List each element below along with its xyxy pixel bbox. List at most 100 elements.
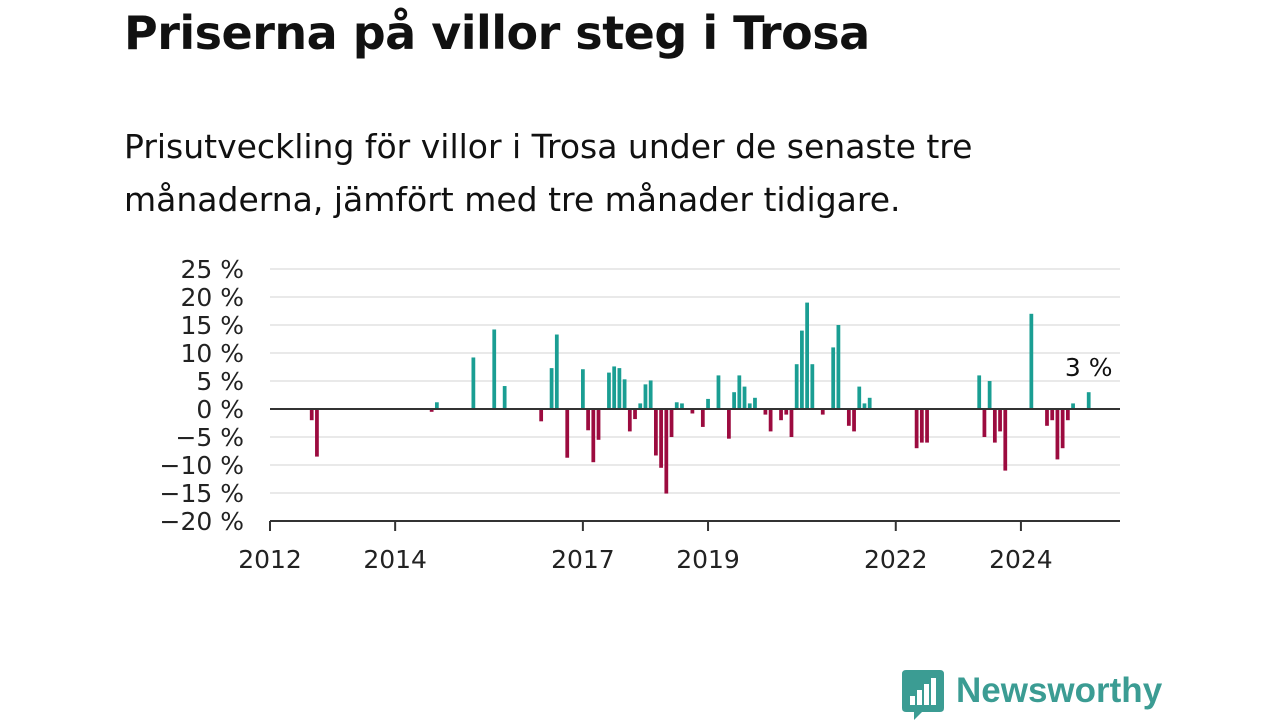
bar	[315, 409, 319, 457]
bar	[591, 409, 596, 463]
y-tick-label: 5 %	[196, 367, 244, 396]
x-tick-label: 2024	[989, 545, 1053, 574]
bar	[309, 409, 314, 421]
bar	[987, 381, 992, 409]
bar	[779, 409, 783, 421]
bar	[690, 409, 695, 414]
bar	[727, 409, 731, 439]
bar	[434, 402, 439, 409]
bar	[846, 409, 851, 426]
bar	[820, 409, 825, 415]
bar	[612, 366, 617, 409]
y-tick-label: 0 %	[196, 395, 244, 424]
y-tick-label: −10 %	[160, 451, 244, 480]
bar	[763, 409, 768, 415]
chart-title: Priserna på villor steg i Trosa	[124, 6, 870, 60]
bar	[1055, 409, 1060, 460]
bar	[622, 379, 627, 409]
bar	[789, 409, 794, 437]
bar	[747, 403, 752, 409]
bar	[674, 402, 679, 409]
y-axis-tick-labels: 25 %20 %15 %10 %5 %0 %−5 %−10 %−15 %−20 …	[160, 255, 244, 536]
bar	[919, 409, 924, 443]
bar	[706, 398, 710, 409]
bar	[794, 364, 799, 409]
annotations: 3 %	[1065, 353, 1113, 382]
bar	[586, 409, 590, 431]
bar	[581, 369, 585, 409]
bar	[669, 409, 674, 437]
bars	[309, 302, 1091, 494]
x-tick-label: 2017	[551, 545, 615, 574]
bar	[565, 409, 570, 458]
bar	[554, 334, 559, 409]
bar	[810, 364, 815, 409]
bar	[1050, 409, 1055, 421]
grid-lines	[270, 268, 1120, 494]
bar	[737, 375, 742, 409]
bar	[643, 384, 648, 409]
bar	[1071, 403, 1075, 409]
newsworthy-logo: Newsworthy	[902, 670, 1162, 720]
bar	[502, 386, 507, 409]
bar	[852, 409, 856, 432]
bar	[617, 368, 622, 409]
bar	[992, 409, 997, 443]
bar	[607, 372, 611, 409]
bar	[648, 380, 653, 409]
bar	[596, 409, 601, 440]
bar	[654, 409, 658, 456]
bar	[753, 397, 757, 409]
bar	[680, 403, 684, 409]
bar	[549, 368, 554, 409]
bar	[471, 357, 476, 409]
bar	[1045, 409, 1049, 426]
bar	[800, 330, 804, 409]
bar	[768, 409, 773, 432]
bar	[732, 392, 736, 409]
y-tick-label: −15 %	[160, 479, 244, 508]
bar	[633, 409, 637, 420]
bar	[784, 409, 789, 415]
y-tick-label: 25 %	[180, 255, 244, 284]
bar	[998, 409, 1002, 432]
x-tick-label: 2019	[676, 545, 740, 574]
bar	[429, 409, 434, 412]
bar	[857, 386, 862, 409]
bar	[982, 409, 987, 437]
y-tick-label: −20 %	[160, 507, 244, 536]
newsworthy-logo-text: Newsworthy	[956, 671, 1163, 710]
latest-value-annotation: 3 %	[1065, 353, 1113, 382]
x-tick-label: 2014	[363, 545, 427, 574]
x-axis-tick-labels: 2012 2014 2017 2019 2022 2024	[238, 545, 1053, 574]
bar	[862, 403, 867, 409]
bar	[539, 409, 544, 422]
bar	[1060, 409, 1065, 449]
chart-subtitle: Prisutveckling för villor i Trosa under …	[124, 127, 973, 219]
bar	[914, 409, 919, 449]
bar	[700, 409, 705, 427]
bar	[742, 386, 747, 409]
bar	[1029, 313, 1034, 409]
bar	[627, 409, 632, 432]
bar	[492, 329, 497, 409]
axes	[269, 408, 1120, 531]
bar	[977, 375, 982, 409]
bar	[831, 347, 836, 409]
newsworthy-bar-chart-icon	[902, 670, 944, 720]
bar	[805, 302, 809, 409]
bar	[638, 403, 643, 409]
bar	[867, 397, 872, 409]
y-tick-label: −5 %	[175, 423, 244, 452]
bar	[1086, 392, 1091, 409]
bar	[1065, 409, 1070, 421]
bar	[664, 409, 669, 494]
bar	[659, 409, 663, 468]
bar	[716, 375, 721, 409]
bar	[1003, 409, 1008, 471]
x-tick-label: 2012	[238, 545, 302, 574]
x-tick-label: 2022	[864, 545, 928, 574]
bar-chart: 25 %20 %15 %10 %5 %0 %−5 %−10 %−15 %−20 …	[160, 255, 1120, 574]
y-tick-label: 20 %	[180, 283, 244, 312]
y-tick-label: 15 %	[180, 311, 244, 340]
